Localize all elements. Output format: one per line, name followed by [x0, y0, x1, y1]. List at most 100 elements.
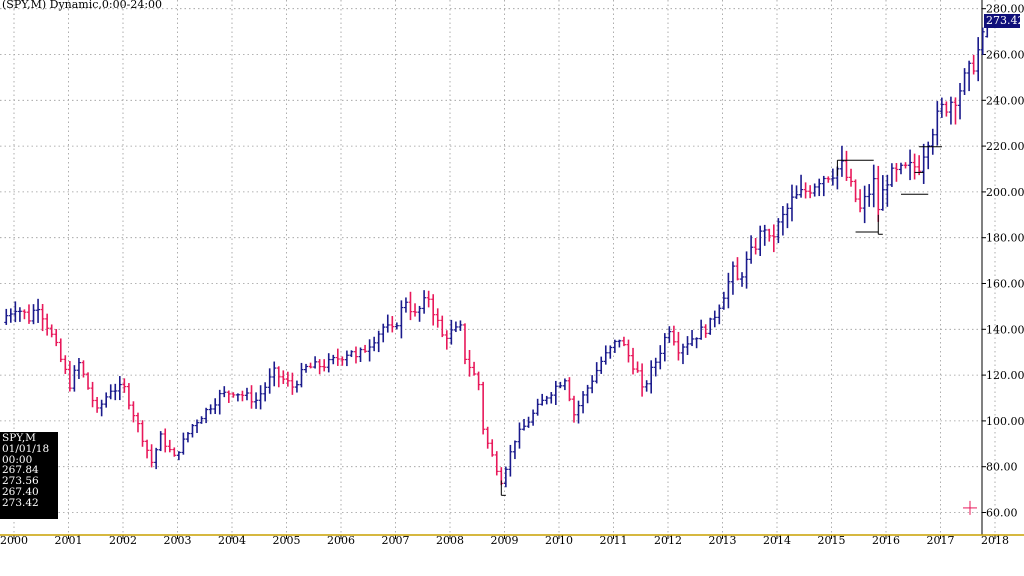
ohlc-bar	[376, 330, 381, 353]
ohlc-bar	[113, 383, 118, 401]
ohlc-bar	[894, 163, 899, 182]
ohlc-bar	[621, 336, 626, 347]
ohlc-bar	[385, 314, 390, 333]
ohlc-bar	[490, 439, 495, 457]
ohlc-bar	[95, 396, 100, 413]
ohlc-bar	[631, 347, 636, 375]
ohlc-bar	[908, 149, 913, 181]
ohlc-bar	[204, 407, 209, 424]
ohlc-bar	[767, 228, 772, 242]
ohlc-bar	[821, 175, 826, 197]
ohlc-bar	[472, 361, 477, 376]
ohlc-bar	[971, 54, 976, 75]
info-close: 273.42	[2, 496, 39, 509]
ohlc-bar	[876, 165, 881, 222]
ohlc-bar	[449, 319, 454, 345]
ohlc-bar	[526, 416, 531, 428]
ohlc-bar	[658, 345, 663, 370]
ohlc-bar	[522, 418, 527, 431]
ohlc-bar	[331, 354, 336, 365]
ohlc-bar	[381, 323, 386, 343]
ohlc-bar	[903, 162, 908, 169]
ohlc-bar	[776, 218, 781, 244]
last-price-badge: 273.42	[984, 14, 1024, 28]
ohlc-bar	[358, 347, 363, 363]
ohlc-bar	[313, 356, 318, 369]
ohlc-bar	[399, 300, 404, 339]
x-tick-label: 2015	[818, 534, 846, 547]
ohlc-bar	[63, 355, 68, 374]
x-tick-label: 2011	[600, 534, 628, 547]
ohlc-bar	[562, 378, 567, 391]
ohlc-bar	[912, 153, 917, 180]
ohlc-bar	[285, 371, 290, 387]
info-low: 267.40	[2, 485, 39, 498]
x-tick-label: 2010	[545, 534, 573, 547]
x-tick-label: 2012	[654, 534, 682, 547]
ohlc-bar	[726, 272, 731, 309]
y-tick-label: 180.00	[986, 232, 1024, 245]
y-axis: 60.00 80.00 100.00 120.00 140.00 160.00 180.00…	[981, 0, 1024, 535]
ohlc-bar	[844, 150, 849, 181]
ohlc-bar	[335, 348, 340, 366]
ohlc-bar	[58, 338, 63, 363]
ohlc-bar	[294, 380, 299, 393]
ohlc-bar	[794, 185, 799, 199]
ohlc-bar	[272, 361, 277, 387]
ohlc-bar	[322, 359, 327, 372]
ohlc-bar	[703, 324, 708, 338]
ohlc-bar	[440, 315, 445, 338]
y-tick-label: 220.00	[986, 140, 1024, 153]
ohlc-bar	[176, 451, 181, 461]
ohlc-bar	[935, 101, 940, 146]
ohlc-bar	[958, 82, 963, 120]
ohlc-bar	[780, 206, 785, 236]
ohlc-bar	[803, 182, 808, 199]
info-box: SPY,M 01/01/18 00:00 267.84 273.56 267.4…	[0, 432, 58, 519]
ohlc-bar	[749, 235, 754, 264]
ohlc-bar	[826, 176, 831, 183]
ohlc-bar	[254, 392, 259, 409]
ohlc-bar	[685, 336, 690, 355]
ohlc-bar	[117, 376, 122, 401]
ohlc-bar	[90, 381, 95, 408]
ohlc-bar	[231, 392, 236, 398]
ohlc-bar	[131, 401, 136, 423]
ohlc-bar	[535, 398, 540, 416]
ohlc-bar	[458, 320, 463, 331]
ohlc-bar	[962, 68, 967, 95]
ohlc-bar	[145, 439, 150, 459]
ohlc-bar	[853, 179, 858, 203]
ohlc-bar	[476, 371, 481, 391]
ohlc-bar	[603, 345, 608, 365]
ohlc-bar	[948, 96, 953, 125]
ohlc-bar	[240, 390, 245, 402]
y-tick-label: 280.00	[986, 3, 1024, 16]
ohlc-bar	[858, 189, 863, 213]
ohlc-bar	[939, 97, 944, 118]
ohlc-bar	[649, 360, 654, 394]
ohlc-bar	[349, 350, 354, 358]
ohlc-bar	[667, 326, 672, 343]
grid	[0, 0, 996, 535]
ohlc-bar	[581, 391, 586, 414]
ohlc-bar	[108, 384, 113, 400]
ohlc-bar	[453, 321, 458, 333]
x-tick-label: 2007	[382, 534, 410, 547]
ohlc-bar	[149, 444, 154, 468]
ohlc-bar	[122, 378, 127, 393]
ohlc-bar	[135, 412, 140, 433]
ohlc-bar	[808, 185, 813, 199]
ohlc-bar	[690, 329, 695, 347]
x-tick-label: 2004	[218, 534, 246, 547]
ohlc-bar	[867, 184, 872, 207]
ohlc-bar	[503, 466, 508, 488]
ohlc-bar	[558, 381, 563, 389]
ohlc-bar	[730, 261, 735, 295]
y-tick-label: 260.00	[986, 49, 1024, 62]
x-tick-label: 2002	[109, 534, 137, 547]
ohlc-bar	[67, 360, 72, 392]
y-tick-label: 120.00	[986, 369, 1024, 382]
x-tick-label: 2008	[436, 534, 464, 547]
